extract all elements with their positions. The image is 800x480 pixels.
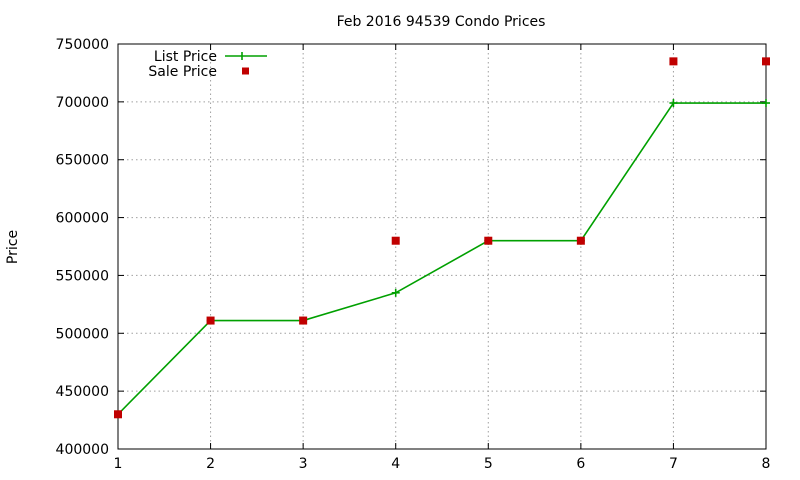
y-tick-label: 600000 [56,211,109,227]
x-tick-label: 1 [114,456,123,472]
sale-price-point [299,316,308,325]
sale-price-point [762,57,770,66]
x-tick-label: 6 [576,456,585,472]
sale-price-point [669,57,678,66]
y-axis-label: Price [5,230,21,264]
list-price-point [669,99,678,108]
axis-ticks: 400000 450000 500000 550000 600000 650000 7000… [56,37,771,472]
list-price-point [762,99,770,108]
sale-price-point [114,410,122,419]
sale-price-point [206,316,215,325]
y-tick-label: 700000 [56,95,109,111]
legend-label-sale-price: Sale Price [148,64,217,80]
series-layer [114,57,770,419]
list-price-point [391,288,400,297]
x-tick-label: 8 [762,456,771,472]
plot-frame [117,43,767,450]
x-tick-label: 2 [206,456,215,472]
legend-marker-sale-price [242,67,249,75]
chart-title: Feb 2016 94539 Condo Prices [337,14,546,30]
y-tick-label: 550000 [56,268,109,284]
y-tick-label: 450000 [56,384,109,400]
y-tick-label: 400000 [56,442,109,458]
y-tick-label: 650000 [56,153,109,169]
sale-price-point [484,236,493,245]
x-tick-label: 5 [484,456,493,472]
sale-price-point [391,236,400,245]
y-tick-label: 750000 [56,37,109,53]
x-tick-label: 7 [669,456,678,472]
y-tick-label: 500000 [56,326,109,342]
x-tick-label: 3 [299,456,308,472]
sale-price-point [576,236,585,245]
legend-label-list-price: List Price [154,49,217,65]
series-line-list-price [117,102,766,415]
legend: List Price Sale Price [148,49,267,80]
x-tick-label: 4 [391,456,400,472]
grid-layer [118,44,766,449]
